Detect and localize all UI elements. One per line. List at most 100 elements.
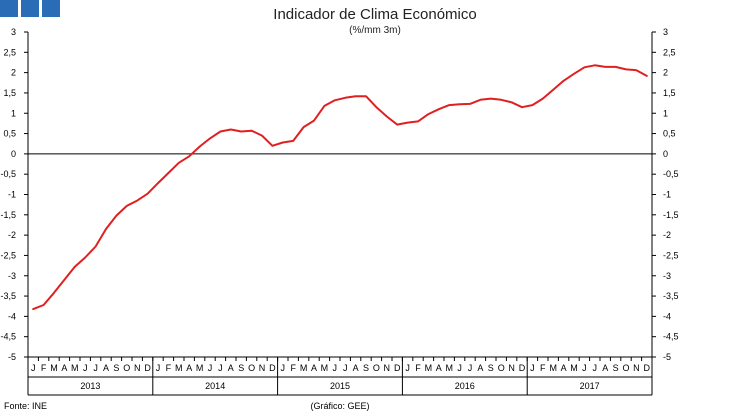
x-month-label: S [113, 363, 119, 373]
x-month-label: F [415, 363, 421, 373]
x-year-label: 2017 [580, 381, 600, 391]
x-month-label: M [71, 363, 79, 373]
y-tick-label-right: 2 [663, 68, 668, 78]
y-tick-label-left: -2 [8, 230, 16, 240]
x-month-label: J [530, 363, 535, 373]
y-tick-label-left: 1 [11, 108, 16, 118]
x-month-label: J [593, 363, 598, 373]
x-month-label: M [175, 363, 183, 373]
x-month-label: A [311, 363, 317, 373]
x-year-label: 2015 [330, 381, 350, 391]
x-month-label: N [633, 363, 640, 373]
x-month-label: J [156, 363, 161, 373]
y-tick-label-right: 2,5 [663, 47, 676, 57]
x-month-label: J [281, 363, 286, 373]
x-month-label: J [93, 363, 98, 373]
chart-credit: (Gráfico: GEE) [310, 401, 370, 411]
series-line [32, 64, 648, 311]
y-tick-label-right: 3 [663, 27, 668, 37]
x-month-label: F [41, 363, 47, 373]
x-month-label: M [321, 363, 329, 373]
logo-block-2 [21, 0, 39, 17]
y-tick-label-left: -4 [8, 311, 16, 321]
x-month-label: M [50, 363, 58, 373]
y-tick-label-left: 2 [11, 68, 16, 78]
x-month-label: J [343, 363, 348, 373]
x-month-label: S [363, 363, 369, 373]
y-tick-label-left: 3 [11, 27, 16, 37]
x-month-label: D [519, 363, 526, 373]
y-tick-label-right: -4 [663, 311, 671, 321]
y-tick-label-left: -3,5 [0, 291, 16, 301]
x-month-label: S [238, 363, 244, 373]
x-month-label: D [269, 363, 276, 373]
chart-title: Indicador de Clima Económico [273, 6, 477, 23]
x-month-label: F [540, 363, 546, 373]
x-month-label: A [61, 363, 67, 373]
x-month-label: M [196, 363, 204, 373]
y-tick-label-left: -1,5 [0, 210, 16, 220]
y-tick-label-left: -4,5 [0, 332, 16, 342]
y-tick-label-right: -5 [663, 352, 671, 362]
y-tick-label-left: -2,5 [0, 250, 16, 260]
y-tick-label-right: -2,5 [663, 250, 679, 260]
logo-block-1 [0, 0, 18, 17]
y-tick-label-left: 2,5 [3, 47, 16, 57]
y-tick-label-right: -1,5 [663, 210, 679, 220]
x-month-label: F [290, 363, 296, 373]
x-month-label: M [549, 363, 557, 373]
x-month-label: J [468, 363, 473, 373]
x-month-label: J [405, 363, 410, 373]
x-month-label: N [134, 363, 141, 373]
x-year-label: 2016 [455, 381, 475, 391]
x-month-label: J [31, 363, 36, 373]
x-month-label: M [425, 363, 433, 373]
y-tick-label-left: -5 [8, 352, 16, 362]
y-tick-label-right: -0,5 [663, 169, 679, 179]
y-tick-label-right: -3 [663, 271, 671, 281]
y-tick-label-right: -2 [663, 230, 671, 240]
x-month-label: A [436, 363, 442, 373]
x-month-label: M [300, 363, 308, 373]
x-month-label: F [166, 363, 172, 373]
y-tick-label-left: -3 [8, 271, 16, 281]
x-month-label: O [373, 363, 380, 373]
y-tick-label-left: -0,5 [0, 169, 16, 179]
x-month-label: M [445, 363, 453, 373]
x-month-label: J [333, 363, 338, 373]
x-month-label: N [384, 363, 391, 373]
x-month-label: N [259, 363, 266, 373]
chart-subtitle: (%/mm 3m) [349, 25, 401, 36]
y-tick-label-right: 1,5 [663, 88, 676, 98]
y-tick-label-left: 1,5 [3, 88, 16, 98]
x-month-label: A [228, 363, 234, 373]
x-year-label: 2013 [80, 381, 100, 391]
x-month-label: S [488, 363, 494, 373]
x-month-label: A [103, 363, 109, 373]
x-month-label: N [508, 363, 515, 373]
x-month-label: D [144, 363, 151, 373]
x-month-label: A [561, 363, 567, 373]
x-month-label: O [123, 363, 130, 373]
x-month-label: J [83, 363, 88, 373]
x-month-label: A [602, 363, 608, 373]
x-month-label: J [218, 363, 223, 373]
x-month-label: O [248, 363, 255, 373]
y-tick-label-left: 0,5 [3, 129, 16, 139]
y-tick-label-right: -3,5 [663, 291, 679, 301]
logo-block-3 [42, 0, 60, 17]
y-tick-label-right: 0,5 [663, 129, 676, 139]
y-tick-label-right: -1 [663, 190, 671, 200]
y-tick-label-right: -4,5 [663, 332, 679, 342]
x-month-label: O [622, 363, 629, 373]
x-month-label: J [457, 363, 462, 373]
source-note: Fonte: INE [4, 401, 48, 411]
x-month-label: O [498, 363, 505, 373]
y-tick-label-left: 0 [11, 149, 16, 159]
x-month-label: M [570, 363, 578, 373]
x-month-label: J [208, 363, 213, 373]
x-year-label: 2014 [205, 381, 225, 391]
x-month-label: A [186, 363, 192, 373]
x-month-label: D [394, 363, 401, 373]
